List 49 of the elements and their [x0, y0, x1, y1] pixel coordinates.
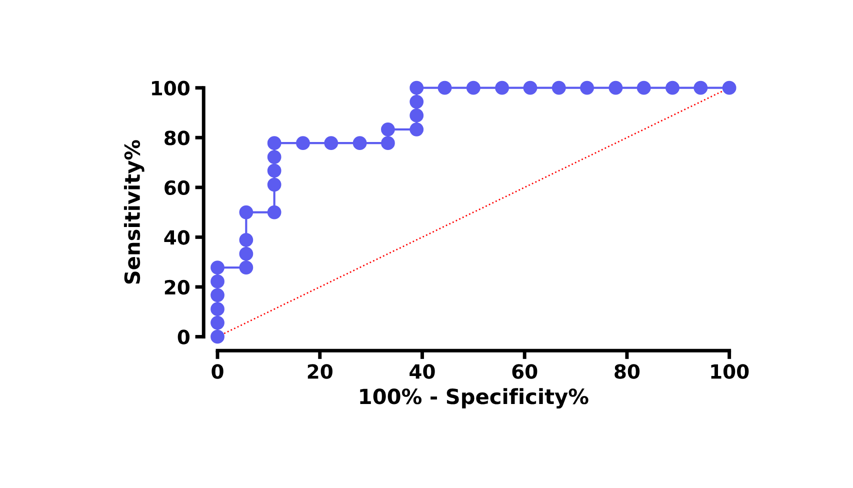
- point: [239, 246, 254, 261]
- point: [410, 80, 424, 95]
- y-tick-label: 100: [152, 80, 190, 96]
- point: [267, 136, 282, 150]
- x-tick-label: 0: [212, 364, 224, 379]
- point: [523, 80, 538, 95]
- y-tick-label: 60: [164, 180, 190, 196]
- point: [381, 122, 395, 136]
- point: [722, 80, 736, 95]
- y-tick-label: 40: [164, 230, 190, 245]
- point: [608, 80, 623, 95]
- point: [210, 274, 224, 288]
- x-axis-title: 100% - Specificity%: [360, 388, 588, 409]
- point: [210, 302, 224, 316]
- point: [410, 94, 424, 109]
- point: [438, 80, 452, 95]
- point: [410, 122, 424, 136]
- point: [410, 108, 424, 122]
- point: [210, 288, 224, 302]
- point: [267, 205, 282, 220]
- point: [495, 80, 510, 95]
- x-tick-label: 80: [614, 364, 640, 379]
- point: [267, 178, 282, 192]
- x-tick-label: 40: [410, 364, 435, 379]
- x-tick-label: 60: [512, 364, 538, 379]
- y-tick-label: 20: [164, 280, 190, 295]
- point: [296, 136, 310, 150]
- y-axis-title: Sensitivity%: [124, 140, 144, 284]
- point: [239, 260, 254, 274]
- x-tick-label: 20: [308, 364, 332, 379]
- point: [552, 80, 566, 95]
- point: [466, 80, 480, 95]
- point: [636, 80, 651, 95]
- point: [352, 136, 367, 150]
- point: [666, 80, 680, 95]
- point: [694, 80, 708, 95]
- point: [267, 150, 282, 164]
- point: [324, 136, 338, 150]
- x-tick-label: 100: [711, 364, 749, 379]
- point: [210, 316, 224, 330]
- point: [580, 80, 594, 95]
- point: [381, 136, 395, 150]
- point: [239, 232, 254, 247]
- point: [210, 260, 224, 274]
- point: [210, 330, 224, 344]
- point: [267, 164, 282, 178]
- y-tick-label: 0: [178, 330, 190, 344]
- y-tick-label: 80: [164, 130, 190, 146]
- point: [239, 205, 254, 220]
